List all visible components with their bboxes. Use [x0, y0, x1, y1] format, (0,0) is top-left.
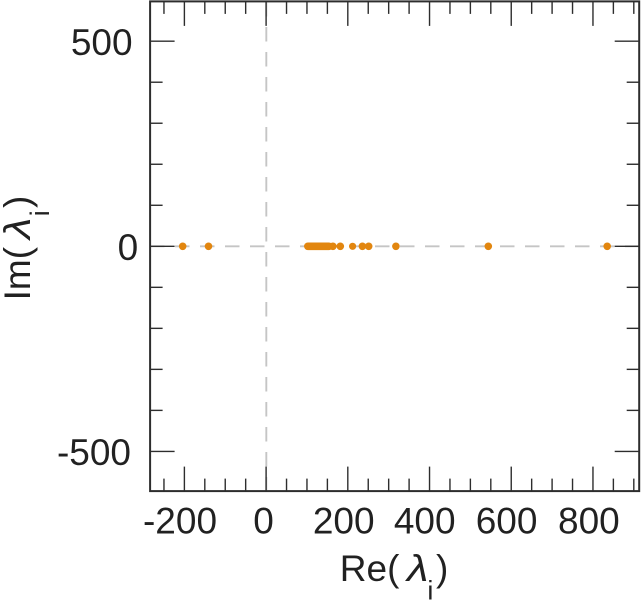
svg-text:λ: λ	[405, 548, 429, 589]
svg-text:Re(: Re(	[340, 548, 400, 589]
svg-text:0: 0	[118, 227, 139, 268]
svg-text:500: 500	[71, 22, 133, 63]
svg-text:-200: -200	[143, 501, 217, 542]
svg-text:i: i	[25, 210, 55, 216]
svg-text:800: 800	[558, 501, 620, 542]
svg-text:-500: -500	[57, 432, 131, 473]
svg-text:600: 600	[476, 501, 538, 542]
svg-text:Im(: Im(	[0, 246, 38, 300]
svg-text:0: 0	[253, 501, 274, 542]
svg-text:): )	[0, 196, 38, 208]
svg-text:i: i	[427, 576, 433, 600]
svg-text:λ: λ	[0, 218, 38, 242]
svg-text:): )	[436, 548, 448, 589]
svg-text:200: 200	[313, 501, 375, 542]
svg-text:400: 400	[394, 501, 456, 542]
